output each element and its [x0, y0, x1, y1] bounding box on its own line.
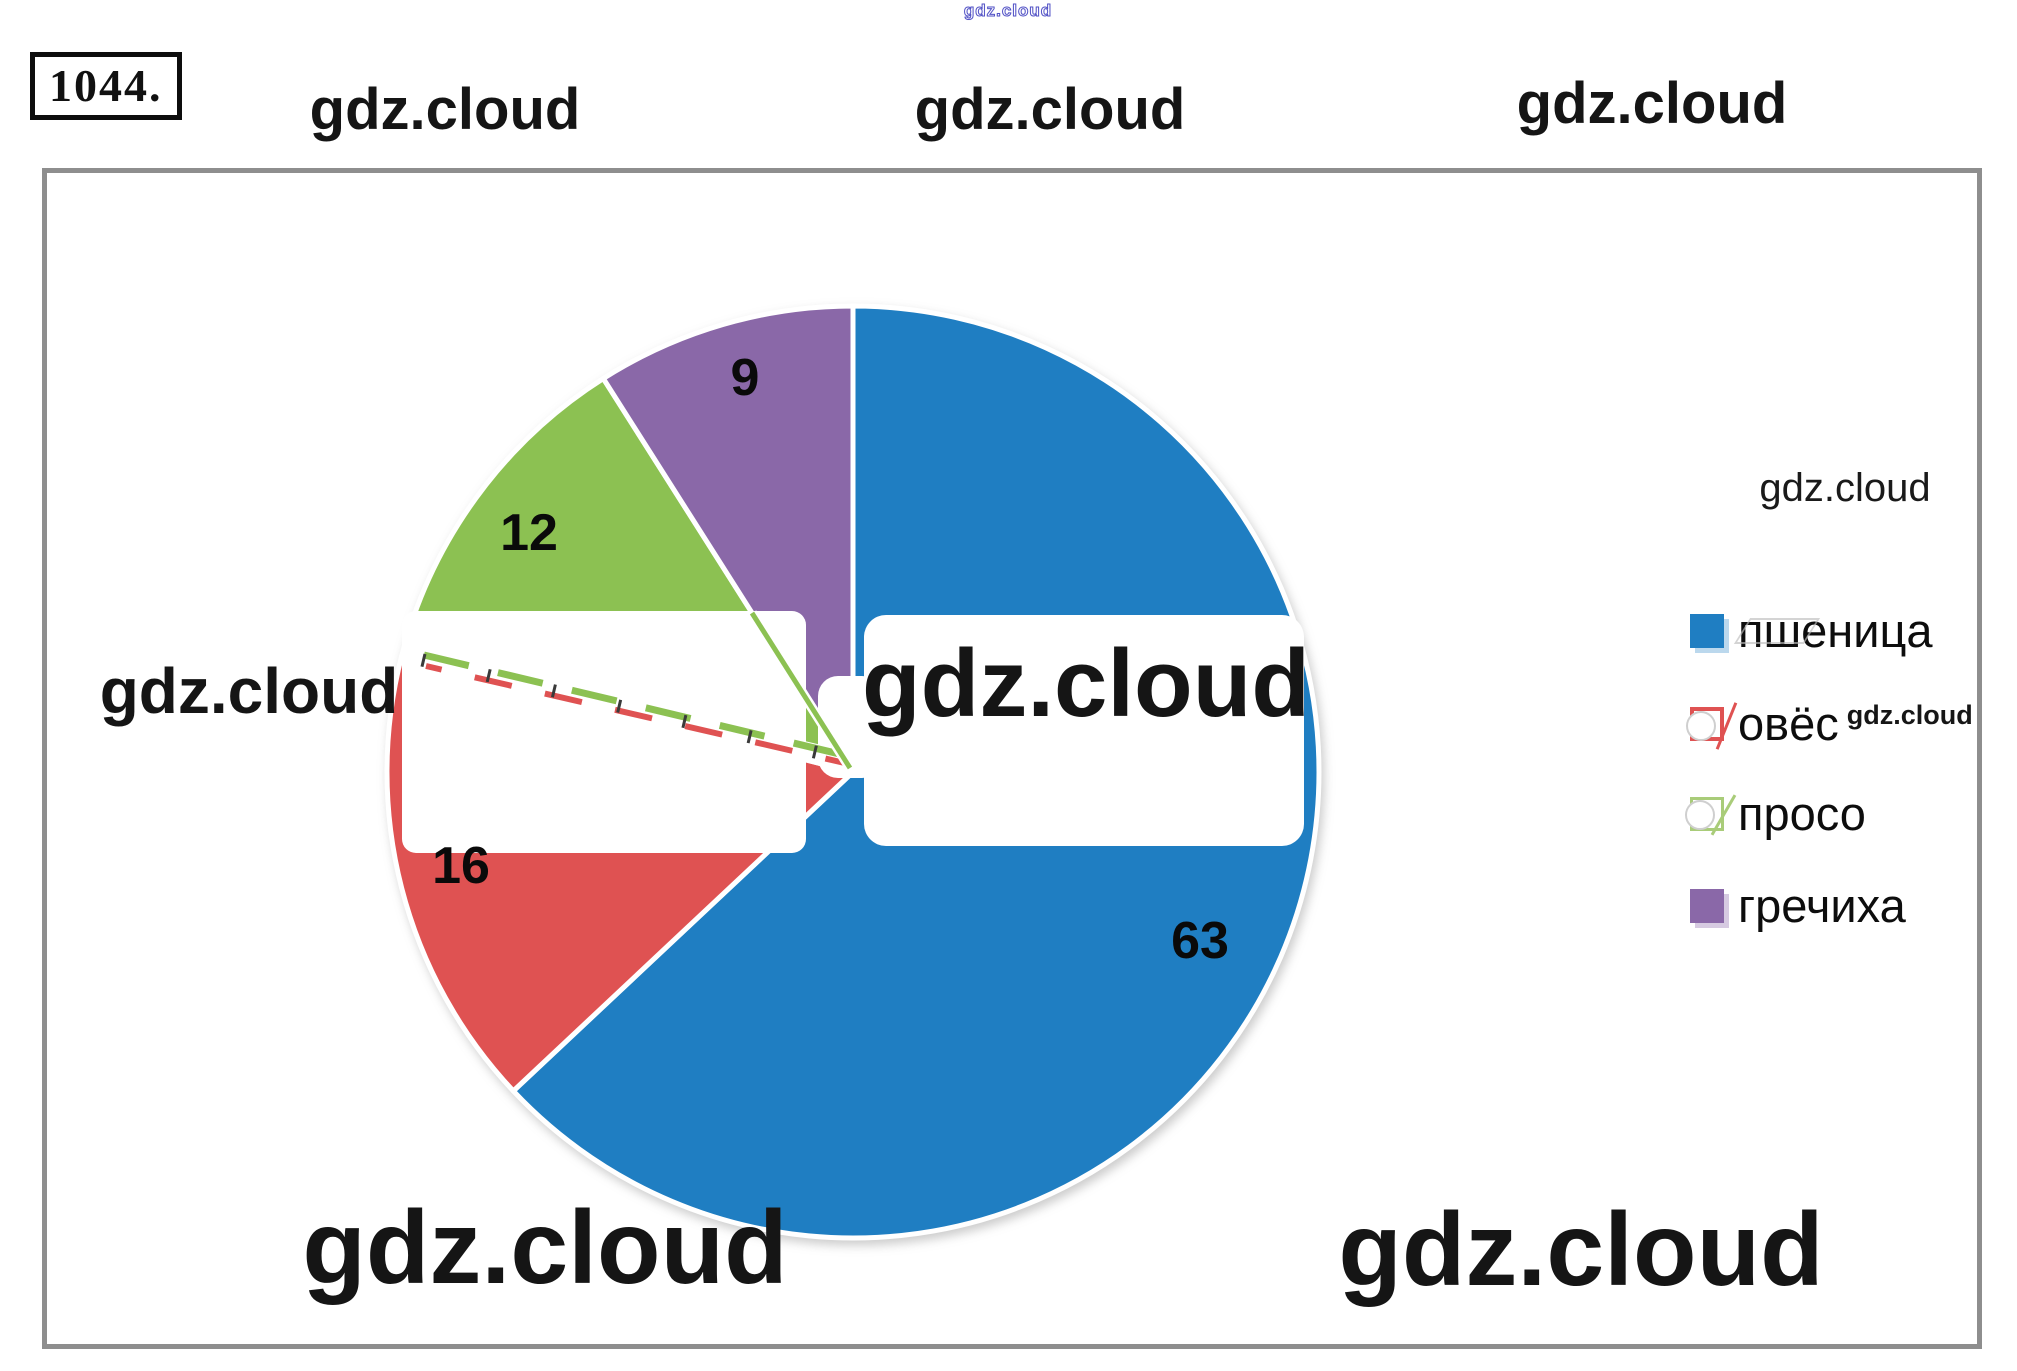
- legend-item-millet: просо: [1685, 786, 1866, 841]
- legend-label-oats: овёс: [1738, 697, 1839, 750]
- slice-label-oats: 16: [432, 837, 490, 895]
- legend-label-wheat: пшеница: [1738, 604, 1933, 657]
- watermark-top-right: gdz.cloud: [1516, 71, 1788, 136]
- white-blob-artifact: [1685, 799, 1715, 830]
- slice-label-buckwheat: 9: [730, 349, 760, 407]
- watermark-top-left: gdz.cloud: [309, 77, 581, 142]
- red-slash-artifact: [1715, 701, 1738, 750]
- legend-marker-oats: [1686, 701, 1738, 750]
- remnant-red-dashed: [425, 663, 850, 767]
- tiny-top-watermark: gdz.cloud: [963, 1, 1053, 21]
- legend-marker-millet: [1685, 793, 1737, 836]
- slice-label-wheat: 63: [1171, 912, 1229, 970]
- watermark-top-center: gdz.cloud: [914, 77, 1186, 142]
- legend-marker-buckwheat: [1690, 888, 1724, 923]
- legend-item-wheat: пшеница: [1690, 603, 1933, 658]
- problem-number: 1044.: [30, 52, 182, 120]
- slice-label-millet: 12: [500, 504, 558, 562]
- remnant-casing: [418, 650, 852, 768]
- white-blob-artifact: [1686, 710, 1716, 741]
- legend-label-millet: просо: [1738, 787, 1866, 840]
- legend-item-oats: овёс gdz.cloud: [1686, 696, 1973, 751]
- watermark-legend-inline: gdz.cloud: [1846, 700, 1973, 730]
- watermark-mid-left: gdz.cloud: [99, 655, 399, 727]
- legend-label-buckwheat: гречиха: [1738, 879, 1906, 932]
- legend-marker-wheat: [1690, 613, 1724, 648]
- watermark-band-right: [864, 615, 1304, 846]
- watermark-pie-center: gdz.cloud: [862, 630, 1310, 737]
- watermark-legend-area: gdz.cloud: [1759, 466, 1931, 510]
- watermark-bottom-right: gdz.cloud: [1338, 1192, 1824, 1308]
- watermark-bottom-left: gdz.cloud: [302, 1190, 788, 1306]
- chart-frame: [42, 168, 1982, 1349]
- legend-item-buckwheat: гречиха: [1690, 878, 1906, 933]
- remnant-green-diagonal: [749, 611, 853, 770]
